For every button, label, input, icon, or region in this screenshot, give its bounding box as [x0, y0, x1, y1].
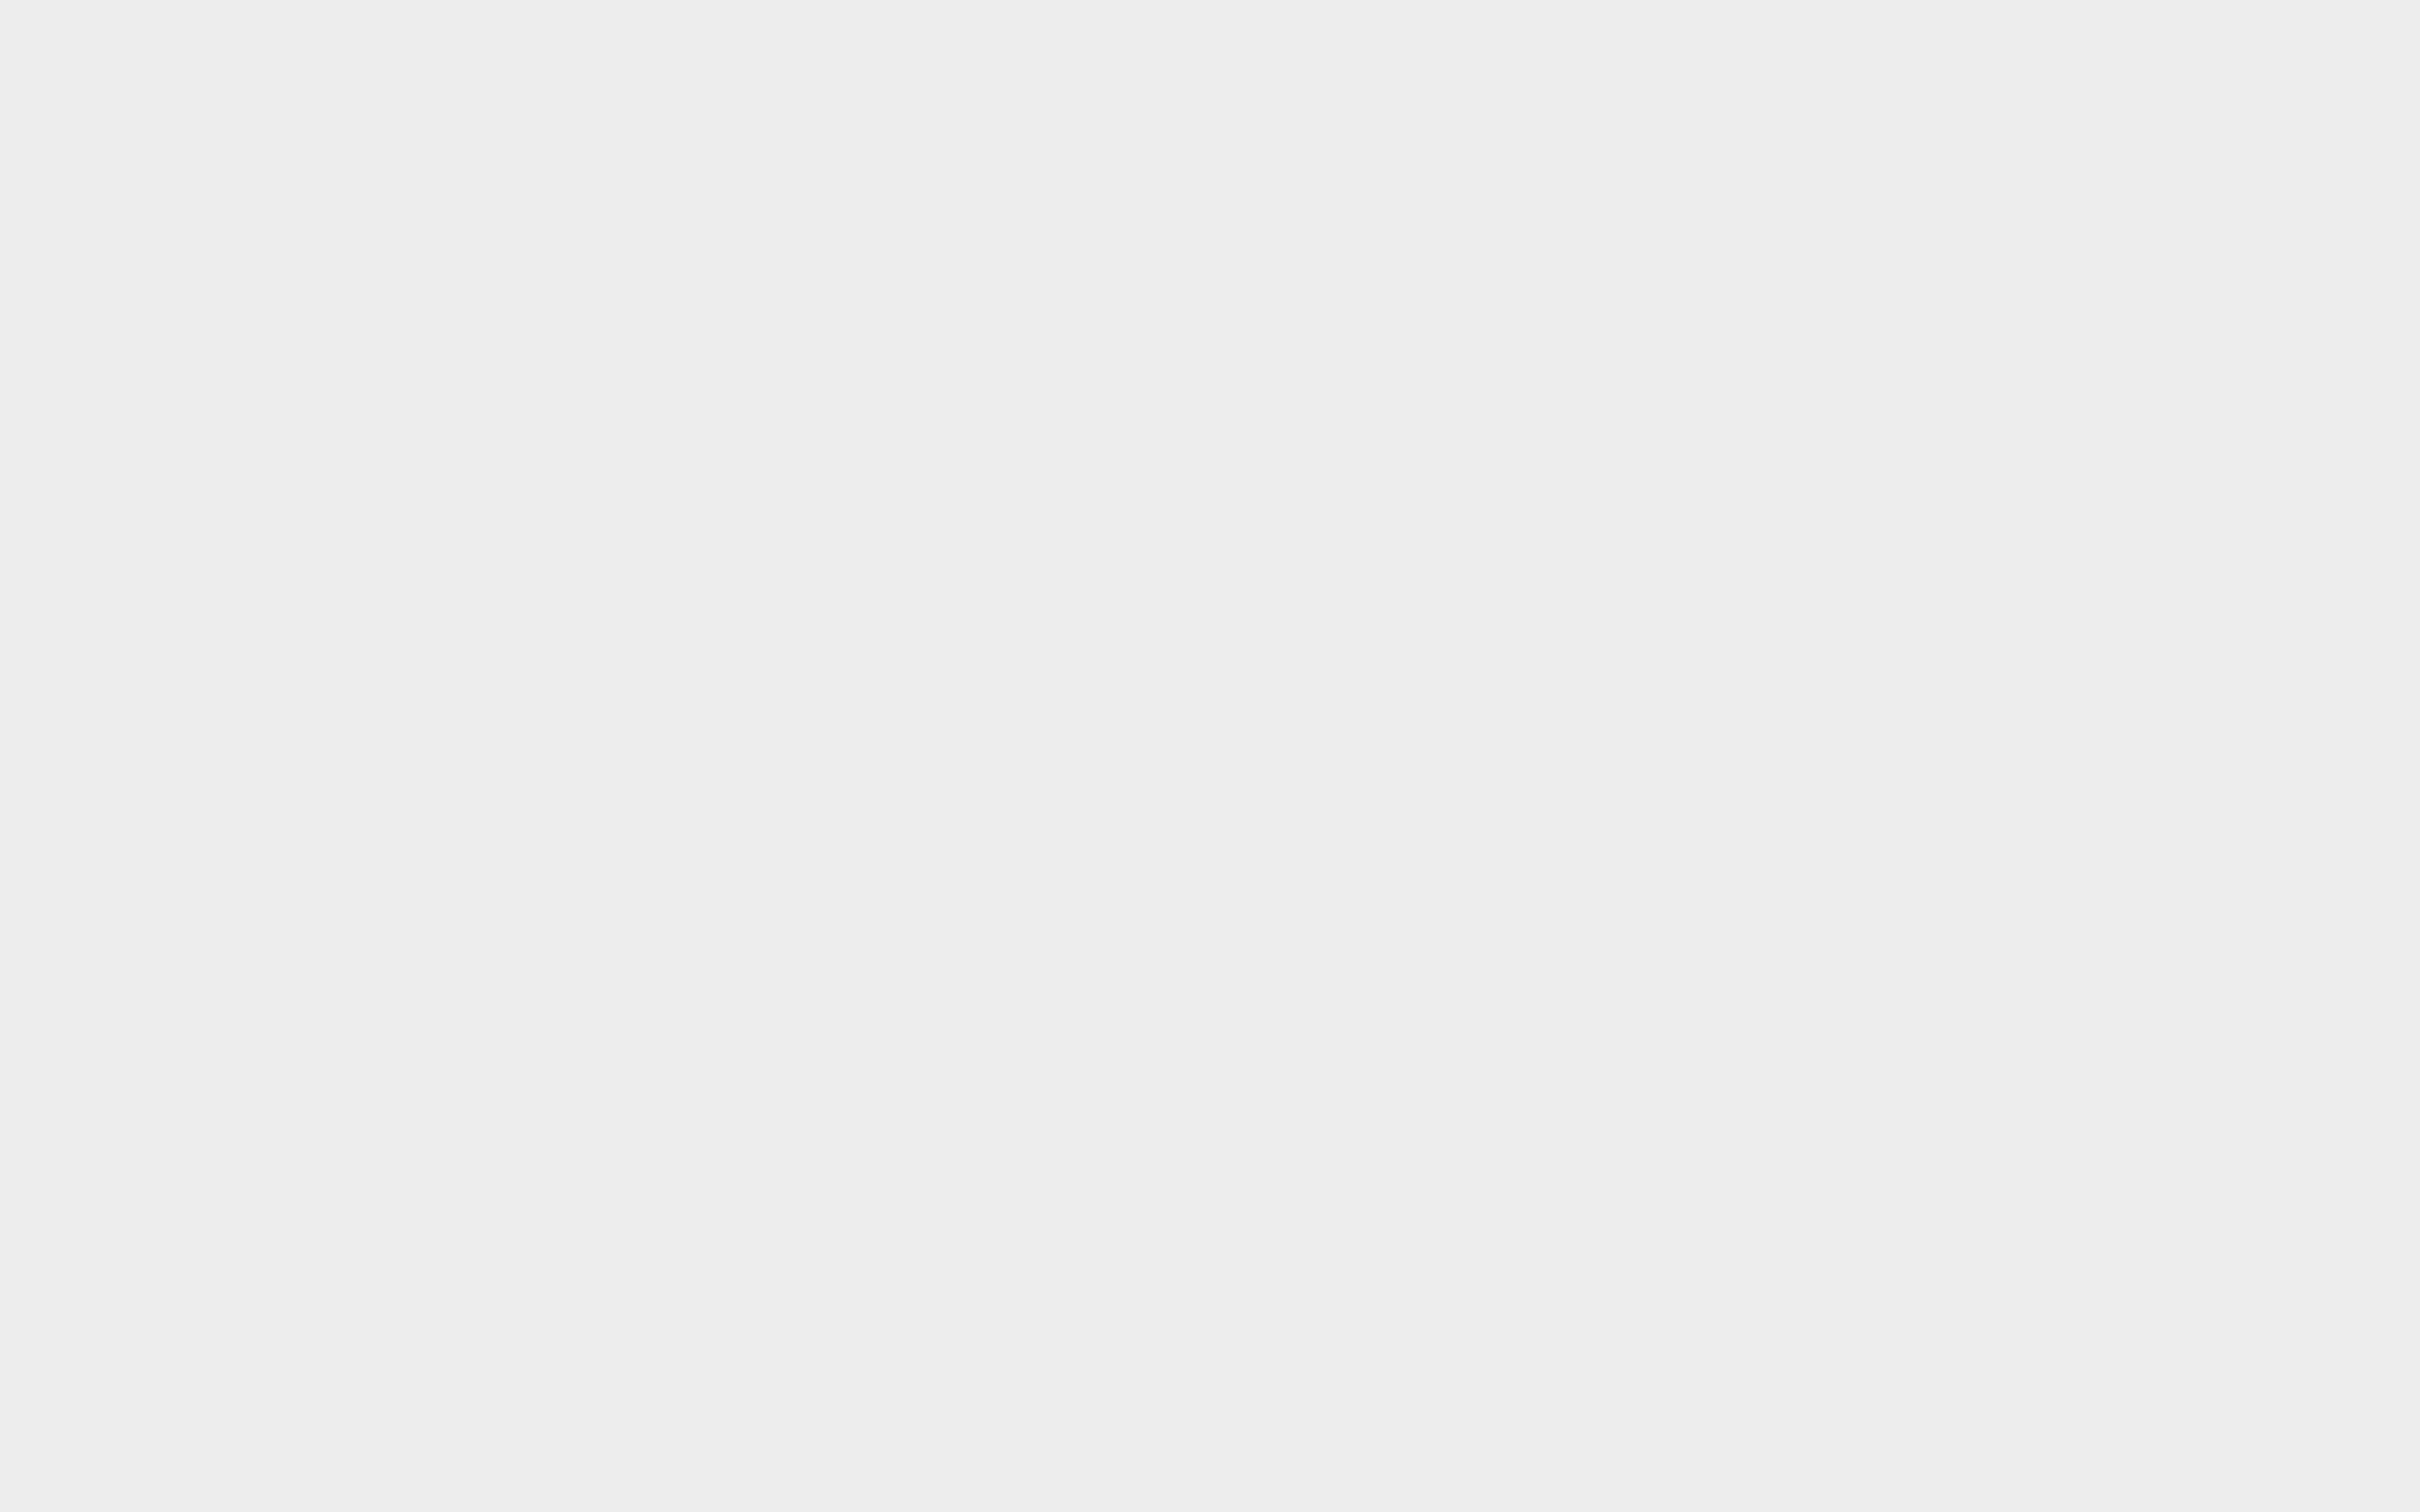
screen-rotated-copy: [0, 0, 2420, 756]
screen-primary: [0, 756, 2420, 1512]
